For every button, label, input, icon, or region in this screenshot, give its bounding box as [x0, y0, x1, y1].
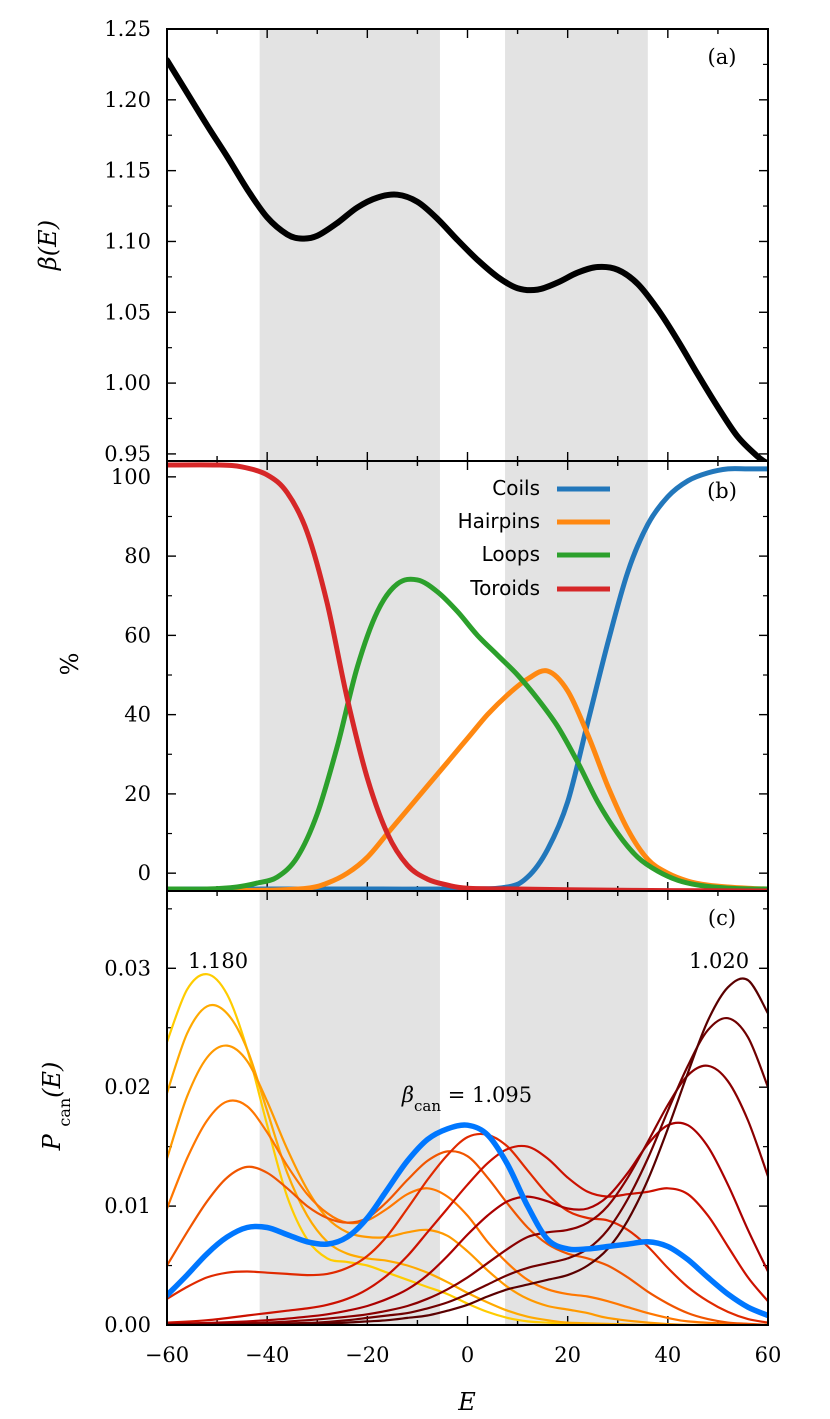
y-tick-label: 1.05 [104, 300, 151, 324]
ylabel-c: P can(E) [38, 1062, 74, 1152]
plot-frame-1 [166, 28, 769, 462]
legend: Coils Hairpins Loops Toroids [458, 476, 610, 600]
curve-panel-3-series-7 [167, 1144, 768, 1324]
x-tick-label: −60 [145, 1343, 189, 1367]
annotation-1180: 1.180 [188, 949, 248, 973]
legend-label-toroids: Toroids [469, 576, 540, 600]
curve-panel-3-series-8 [167, 1121, 768, 1325]
y-tick-label: 80 [124, 544, 151, 568]
curve-panel-2-toroids [167, 462, 768, 891]
y-tick-label: 0.95 [104, 442, 151, 466]
y-tick-label: 1.00 [104, 371, 151, 395]
curve-panel-3-series-3 [167, 1044, 768, 1325]
shaded-region-3-1 [259, 891, 440, 1325]
panel-tag-c: (c) [708, 906, 736, 930]
xlabel-c: E [457, 1388, 476, 1416]
legend-label-hairpins: Hairpins [458, 509, 540, 533]
x-tick-label: 0 [461, 1343, 474, 1367]
curve-panel-2-loops [167, 576, 768, 891]
y-tick-label: 20 [124, 782, 151, 806]
curve-panel-3-series-11 [167, 977, 768, 1325]
y-tick-label: 0.03 [104, 956, 151, 980]
curve-panel-3-series-4 [167, 1099, 768, 1325]
y-tick-label: 40 [124, 703, 151, 727]
shaded-region-1-2 [505, 29, 648, 461]
y-tick-label: 1.15 [104, 159, 151, 183]
curve-panel-3-series-6 [167, 1132, 768, 1324]
curve-panel-2-coils [167, 466, 768, 891]
ylabel-a: β(E) [34, 220, 62, 271]
shaded-region-1-1 [259, 29, 440, 461]
y-tick-label: 0.00 [104, 1313, 151, 1337]
curve-panel-3-series-10 [167, 1016, 768, 1325]
y-tick-label: 60 [124, 623, 151, 647]
y-tick-label: 1.25 [104, 17, 151, 41]
x-tick-label: −20 [345, 1343, 389, 1367]
curve-panel-1-series-1 [167, 57, 768, 461]
y-tick-label: 0 [138, 861, 151, 885]
y-tick-label: 0.02 [104, 1075, 151, 1099]
curve-panel-3-series-5 [167, 1150, 768, 1325]
y-tick-label: 0.01 [104, 1194, 151, 1218]
x-tick-label: 40 [654, 1343, 681, 1367]
panel-tag-b: (b) [707, 479, 737, 503]
y-tick-label: 100 [111, 465, 151, 489]
panel-tag-a: (a) [708, 45, 737, 69]
curve-panel-3-series-2 [167, 1003, 768, 1325]
x-tick-label: 20 [554, 1343, 581, 1367]
legend-label-loops: Loops [482, 542, 540, 566]
legend-label-coils: Coils [492, 476, 540, 500]
shaded-region-3-2 [505, 891, 648, 1325]
curve-panel-2-hairpins [167, 668, 768, 891]
shaded-region-2-1 [259, 461, 440, 891]
curve-panel-3-series-12 [167, 1122, 768, 1319]
y-tick-label: 1.10 [104, 229, 151, 253]
y-tick-label: 1.20 [104, 88, 151, 112]
ylabel-b: % [56, 653, 84, 676]
x-tick-label: 60 [755, 1343, 782, 1367]
annotation-1020: 1.020 [689, 949, 749, 973]
x-tick-label: −40 [245, 1343, 289, 1367]
annotation-beta-can: βcan = 1.095 [401, 1083, 532, 1115]
plot-frame-3 [166, 890, 769, 1326]
